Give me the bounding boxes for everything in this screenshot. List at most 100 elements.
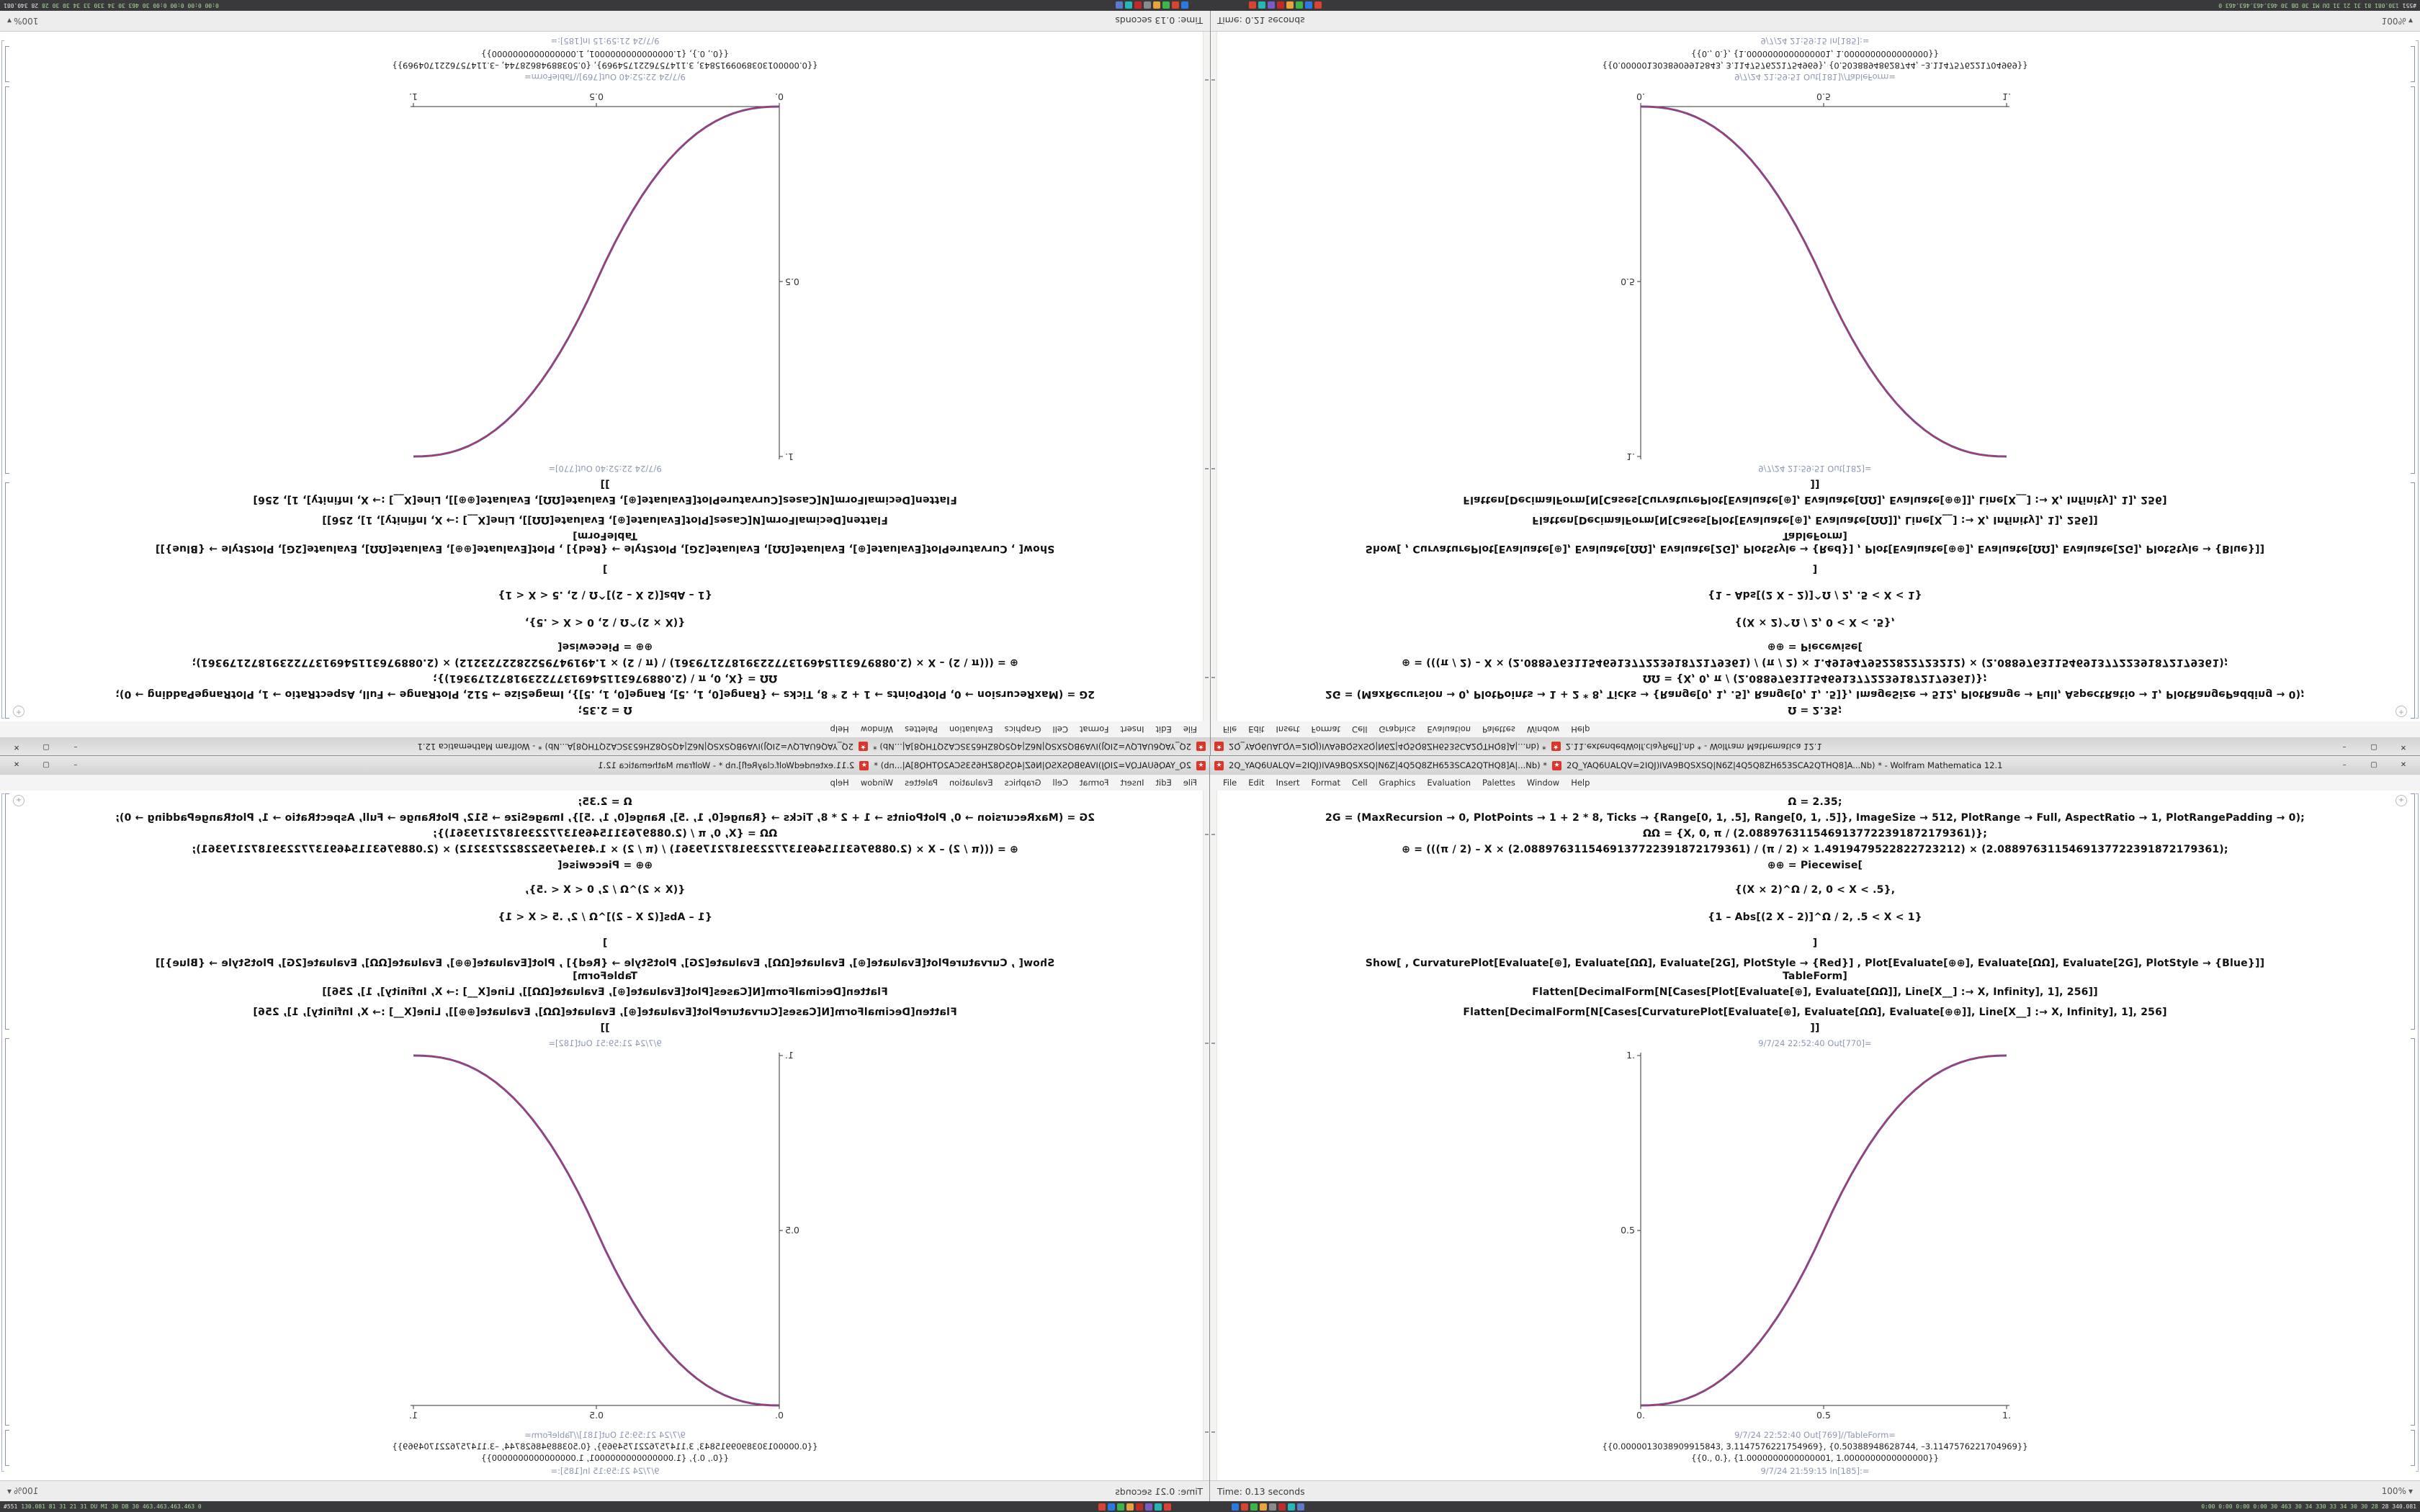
taskbar-app-icon[interactable]: [1135, 1503, 1143, 1511]
menu-evaluation[interactable]: Evaluation: [1427, 778, 1471, 788]
code-line[interactable]: {1 – Abs[(2 X – 2)]^Ω / 2, .5 < X < 1}: [1708, 912, 1922, 923]
menu-format[interactable]: Format: [1311, 778, 1341, 788]
code-line[interactable]: {(X × 2)^Ω / 2, 0 < X < .5},: [524, 884, 686, 896]
code-line[interactable]: {(X × 2)^Ω / 2, 0 < X < .5},: [524, 616, 686, 628]
code-line[interactable]: ]: [602, 937, 608, 949]
taskbar-app-icon[interactable]: [1126, 1503, 1134, 1511]
taskbar-app-icon[interactable]: [1314, 1, 1322, 9]
taskbar-app-icon[interactable]: [1134, 1, 1142, 9]
menu-palettes[interactable]: Palettes: [1482, 778, 1515, 788]
code-line[interactable]: {1 – Abs[(2 X – 2)]^Ω / 2, .5 < X < 1}: [1708, 589, 1922, 600]
taskbar-app-icon[interactable]: [1240, 1503, 1248, 1511]
cell-bracket[interactable]: [5, 793, 9, 1030]
code-line[interactable]: Show[ , CurvaturePlot[Evaluate[⊕], Evalu…: [155, 543, 1055, 554]
code-line[interactable]: Ω = 2.35;: [578, 796, 632, 808]
taskbar-app-icon[interactable]: [1278, 1503, 1286, 1511]
menu-insert[interactable]: Insert: [1120, 778, 1144, 788]
cell-bracket[interactable]: [5, 482, 9, 719]
taskbar-app-icon[interactable]: [1296, 1503, 1304, 1511]
taskbar-app-icon[interactable]: [1268, 1503, 1276, 1511]
menu-help[interactable]: Help: [1571, 724, 1590, 734]
maximize-button[interactable]: ▢: [42, 761, 50, 769]
taskbar-app-icon[interactable]: [1144, 1503, 1152, 1511]
code-line[interactable]: Flatten[DecimalForm[N[Cases[CurvaturePlo…: [1463, 494, 2167, 505]
notebook-options-icon[interactable]: +: [2396, 706, 2407, 717]
close-button[interactable]: ✕: [13, 761, 20, 769]
menu-edit[interactable]: Edit: [1155, 724, 1172, 734]
code-line[interactable]: ⊕⊕ = Piecewise[: [557, 860, 653, 871]
cell-bracket[interactable]: [2411, 793, 2415, 1030]
code-line[interactable]: ]]: [600, 1022, 610, 1034]
code-line[interactable]: ⊕⊕ = Piecewise[: [1767, 860, 1863, 871]
taskbar-app-icon[interactable]: [1268, 1, 1276, 9]
taskbar-app-icon[interactable]: [1286, 1, 1294, 9]
menu-file[interactable]: File: [1223, 778, 1237, 788]
code-line[interactable]: ⊕ = (((π / 2) – X × (2.08897631154691377…: [1402, 844, 2228, 855]
code-line[interactable]: 2G = (MaxRecursion → 0, PlotPoints → 1 +…: [1325, 812, 2305, 824]
taskbar-app-icon[interactable]: [1250, 1503, 1258, 1511]
minimize-button[interactable]: –: [2342, 761, 2347, 769]
menu-window[interactable]: Window: [1526, 778, 1560, 788]
menu-edit[interactable]: Edit: [1248, 778, 1265, 788]
menu-edit[interactable]: Edit: [1248, 724, 1265, 734]
window-titlebar[interactable]: ★ 2Q_YAQ6UALQV=2IQJ)IVA9BQSXSQ|N6Z|4Q5Q8…: [1210, 737, 2420, 756]
cell-bracket[interactable]: [5, 1038, 9, 1426]
notebook-options-icon[interactable]: +: [13, 706, 24, 717]
code-line[interactable]: TableForm]: [1782, 971, 1847, 982]
menu-cell[interactable]: Cell: [1052, 778, 1068, 788]
code-line[interactable]: ]: [1812, 937, 1818, 949]
zoom-control[interactable]: 100% ▾: [2382, 16, 2413, 26]
code-line[interactable]: ΩΩ = {X, 0, π / (2.088976311546913772239…: [432, 672, 778, 684]
code-line[interactable]: {1 – Abs[(2 X – 2)]^Ω / 2, .5 < X < 1}: [498, 912, 712, 923]
taskbar-app-icon[interactable]: [1116, 1, 1124, 9]
code-line[interactable]: ]]: [600, 478, 610, 490]
code-line[interactable]: ΩΩ = {X, 0, π / (2.088976311546913772239…: [432, 828, 778, 840]
taskbar-app-icon[interactable]: [1181, 1, 1189, 9]
notebook-options-icon[interactable]: +: [13, 795, 24, 806]
code-line[interactable]: Flatten[DecimalForm[N[Cases[Plot[Evaluat…: [322, 986, 888, 998]
menu-help[interactable]: Help: [1571, 778, 1590, 788]
menu-file[interactable]: File: [1223, 724, 1237, 734]
code-line[interactable]: TableForm]: [573, 971, 638, 982]
window-titlebar[interactable]: ★ 2Q_YAQ6UALQV=2IQJ)IVA9BQSXSQ|N6Z|4Q5Q8…: [0, 756, 1210, 775]
taskbar-app-icon[interactable]: [1172, 1, 1180, 9]
menu-palettes[interactable]: Palettes: [905, 724, 938, 734]
notebook-options-icon[interactable]: +: [2396, 795, 2407, 806]
code-line[interactable]: ⊕ = (((π / 2) – X × (2.08897631154691377…: [192, 657, 1018, 668]
cell-group-bracket[interactable]: [1, 793, 4, 1472]
menu-graphics[interactable]: Graphics: [1379, 724, 1416, 734]
taskbar-app-icon[interactable]: [1305, 1, 1313, 9]
taskbar-app-icon[interactable]: [1144, 1, 1152, 9]
menu-file[interactable]: File: [1183, 724, 1197, 734]
code-line[interactable]: Show[ , CurvaturePlot[Evaluate[⊕], Evalu…: [1365, 543, 2265, 554]
menu-edit[interactable]: Edit: [1155, 778, 1172, 788]
minimize-button[interactable]: –: [2342, 743, 2347, 751]
window-titlebar[interactable]: ★ 2Q_YAQ6UALQV=2IQJ)IVA9BQSXSQ|N6Z|4Q5Q8…: [1210, 756, 2420, 775]
taskbar-app-icon[interactable]: [1259, 1503, 1267, 1511]
cell-bracket[interactable]: [2411, 482, 2415, 719]
code-line[interactable]: Ω = 2.35;: [1788, 796, 1842, 808]
menu-insert[interactable]: Insert: [1276, 724, 1300, 734]
menu-insert[interactable]: Insert: [1276, 778, 1300, 788]
code-line[interactable]: ΩΩ = {X, 0, π / (2.088976311546913772239…: [1642, 828, 1988, 840]
taskbar-app-icon[interactable]: [1287, 1503, 1295, 1511]
code-line[interactable]: ⊕ = (((π / 2) – X × (2.08897631154691377…: [192, 844, 1018, 855]
code-line[interactable]: TableForm]: [573, 530, 638, 541]
menu-graphics[interactable]: Graphics: [1004, 724, 1041, 734]
zoom-control[interactable]: 100% ▾: [7, 1486, 38, 1496]
menu-cell[interactable]: Cell: [1352, 778, 1368, 788]
taskbar-app-icon[interactable]: [1277, 1, 1285, 9]
code-line[interactable]: Ω = 2.35;: [1788, 704, 1842, 716]
menu-window[interactable]: Window: [860, 778, 894, 788]
code-line[interactable]: ]]: [1810, 478, 1820, 490]
code-line[interactable]: Flatten[DecimalForm[N[Cases[Plot[Evaluat…: [322, 514, 888, 526]
menu-window[interactable]: Window: [1526, 724, 1560, 734]
code-line[interactable]: 2G = (MaxRecursion → 0, PlotPoints → 1 +…: [115, 688, 1095, 700]
taskbar-app-icon[interactable]: [1231, 1503, 1239, 1511]
taskbar-app-icon[interactable]: [1258, 1, 1266, 9]
cell-bracket[interactable]: [2411, 86, 2415, 474]
taskbar-app-icon[interactable]: [1107, 1503, 1115, 1511]
maximize-button[interactable]: ▢: [42, 743, 50, 751]
cell-group-bracket[interactable]: [2416, 793, 2419, 1472]
menu-graphics[interactable]: Graphics: [1379, 778, 1416, 788]
